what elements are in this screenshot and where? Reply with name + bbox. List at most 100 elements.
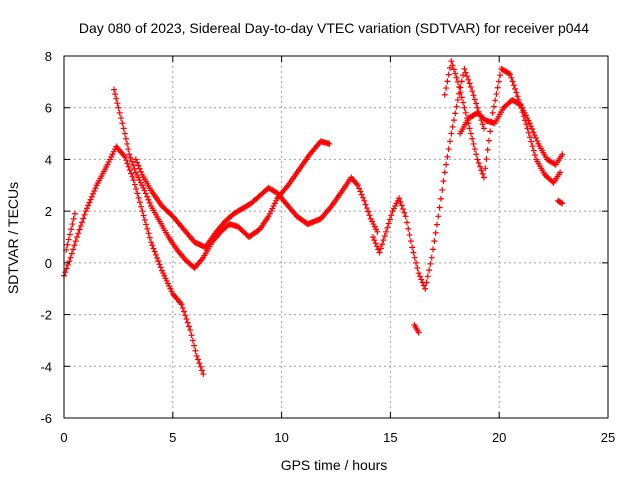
data-point (114, 100, 121, 107)
data-point (445, 146, 452, 153)
data-point (490, 103, 497, 110)
data-point (441, 169, 448, 176)
data-point (450, 66, 457, 73)
data-point (495, 78, 502, 85)
data-point (373, 243, 380, 250)
data-point (80, 215, 87, 222)
data-point (494, 84, 501, 91)
data-point (90, 190, 97, 197)
data-point (440, 178, 447, 185)
data-point (88, 193, 95, 200)
x-tick-label: 25 (601, 430, 615, 445)
data-point (116, 109, 123, 116)
data-point (379, 241, 386, 248)
data-point (127, 154, 134, 161)
data-point (411, 254, 418, 261)
data-point (473, 151, 480, 158)
data-point (374, 228, 381, 235)
data-point (123, 157, 130, 164)
data-point (71, 242, 78, 249)
data-point (128, 170, 135, 177)
data-point (142, 190, 149, 197)
data-point (148, 239, 155, 246)
data-point (157, 264, 164, 271)
data-point (512, 85, 519, 92)
data-point (432, 229, 439, 236)
data-point (470, 92, 477, 99)
data-point (126, 167, 133, 174)
data-point (529, 126, 536, 133)
data-point (377, 245, 384, 252)
data-point (66, 231, 73, 238)
data-point (430, 246, 437, 253)
data-point (531, 151, 538, 158)
data-point (383, 228, 390, 235)
y-tick-label: 2 (45, 204, 52, 219)
data-point (527, 123, 534, 130)
data-point (441, 91, 448, 98)
data-point (525, 129, 532, 136)
data-point (67, 254, 74, 261)
data-point (444, 153, 451, 160)
x-tick-label: 10 (274, 430, 288, 445)
x-tick-label: 15 (383, 430, 397, 445)
data-point (200, 371, 207, 378)
data-point (156, 261, 163, 268)
y-tick-label: 8 (45, 49, 52, 64)
data-point (467, 130, 474, 137)
data-point (443, 161, 450, 168)
data-point (402, 213, 409, 220)
data-point (178, 301, 185, 308)
y-tick-label: 6 (45, 101, 52, 116)
data-point (354, 182, 361, 189)
data-point (134, 159, 141, 166)
data-point (423, 279, 430, 286)
data-point (363, 205, 370, 212)
data-point (152, 251, 159, 258)
data-point (151, 248, 158, 255)
data-point (372, 240, 379, 247)
data-point (457, 89, 464, 96)
data-point (447, 138, 454, 145)
data-point (469, 135, 476, 142)
data-point (138, 168, 145, 175)
data-point (407, 238, 414, 245)
data-point (188, 332, 195, 339)
data-point (453, 74, 460, 81)
data-point (509, 78, 516, 85)
data-point (369, 234, 376, 240)
data-point (68, 226, 75, 233)
data-point (485, 137, 492, 144)
data-point (129, 173, 136, 180)
data-point (444, 78, 451, 85)
data-point (436, 204, 443, 211)
data-point (505, 70, 512, 77)
data-point (439, 186, 446, 193)
data-point (197, 363, 204, 370)
data-point (358, 191, 365, 198)
data-point (196, 360, 203, 367)
data-point (487, 128, 494, 135)
data-point (133, 185, 140, 192)
plot-frame (63, 55, 609, 419)
data-point (125, 163, 132, 170)
data-point (530, 147, 537, 154)
data-point (81, 211, 88, 218)
data-point (478, 167, 485, 174)
data-point (492, 97, 499, 104)
data-point (448, 130, 455, 137)
data-point (524, 125, 531, 132)
data-point (483, 156, 490, 163)
data-point (510, 82, 517, 89)
data-point (530, 129, 537, 136)
data-point (388, 212, 395, 219)
data-point (184, 319, 191, 326)
data-point (437, 195, 444, 202)
data-point (424, 273, 431, 280)
data-point (65, 236, 72, 243)
data-point (458, 94, 465, 101)
data-point (146, 234, 153, 241)
data-point (63, 265, 70, 272)
data-point (479, 170, 486, 177)
data-point (134, 190, 141, 197)
